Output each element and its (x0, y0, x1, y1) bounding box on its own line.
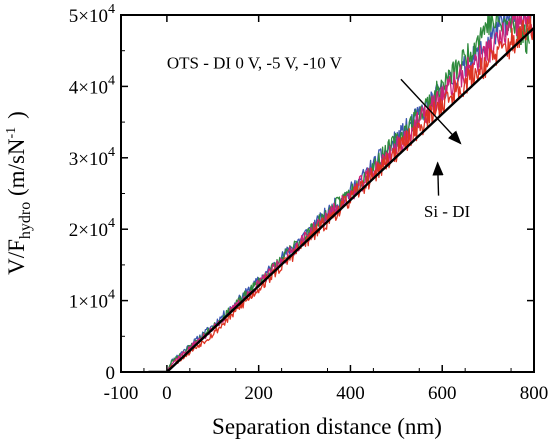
annotation-label-1: OTS - DI 0 V, -5 V, -10 V (167, 54, 343, 73)
annotation-label-2: Si - DI (424, 202, 471, 221)
y-axis-title-main: V/F (4, 239, 29, 275)
y-tick-label: 2×104 (69, 216, 115, 241)
y-tick-label: 3×104 (69, 145, 115, 170)
y-axis-title-unit: (m/sN (4, 138, 29, 202)
annotation-layer: OTS - DI 0 V, -5 V, -10 V Si - DI (167, 54, 471, 222)
x-tick-label: -100 (104, 383, 139, 404)
y-axis-title: V/Fhydro (m/sN-1) (4, 111, 34, 275)
y-axis-title-subscript: hydro (17, 202, 34, 239)
y-tick-label: 4×104 (69, 73, 115, 98)
y-axis-title-close: ) (4, 111, 29, 119)
x-tick-label: 400 (336, 383, 365, 404)
y-axis-title-unit-exp: -1 (4, 127, 19, 139)
tick-layer: -100 0 200 400 600 80001×1042×1043×1044×1045×… (69, 2, 548, 404)
series-line-5 (148, 27, 534, 372)
x-axis-title: Separation distance (nm) (212, 414, 442, 439)
y-tick-label: 1×104 (69, 288, 115, 313)
y-tick-label: 0 (106, 363, 116, 384)
x-tick-label: 0 (162, 383, 172, 404)
series-line-4 (148, 15, 534, 372)
annotation-arrow-1 (400, 78, 462, 145)
x-tick-label: 800 (520, 383, 549, 404)
series-layer (148, 15, 534, 372)
x-tick-label: 600 (428, 383, 457, 404)
y-tick-label: 5×104 (69, 2, 115, 27)
annotation-arrow-2 (432, 161, 444, 196)
x-tick-label: 200 (244, 383, 273, 404)
